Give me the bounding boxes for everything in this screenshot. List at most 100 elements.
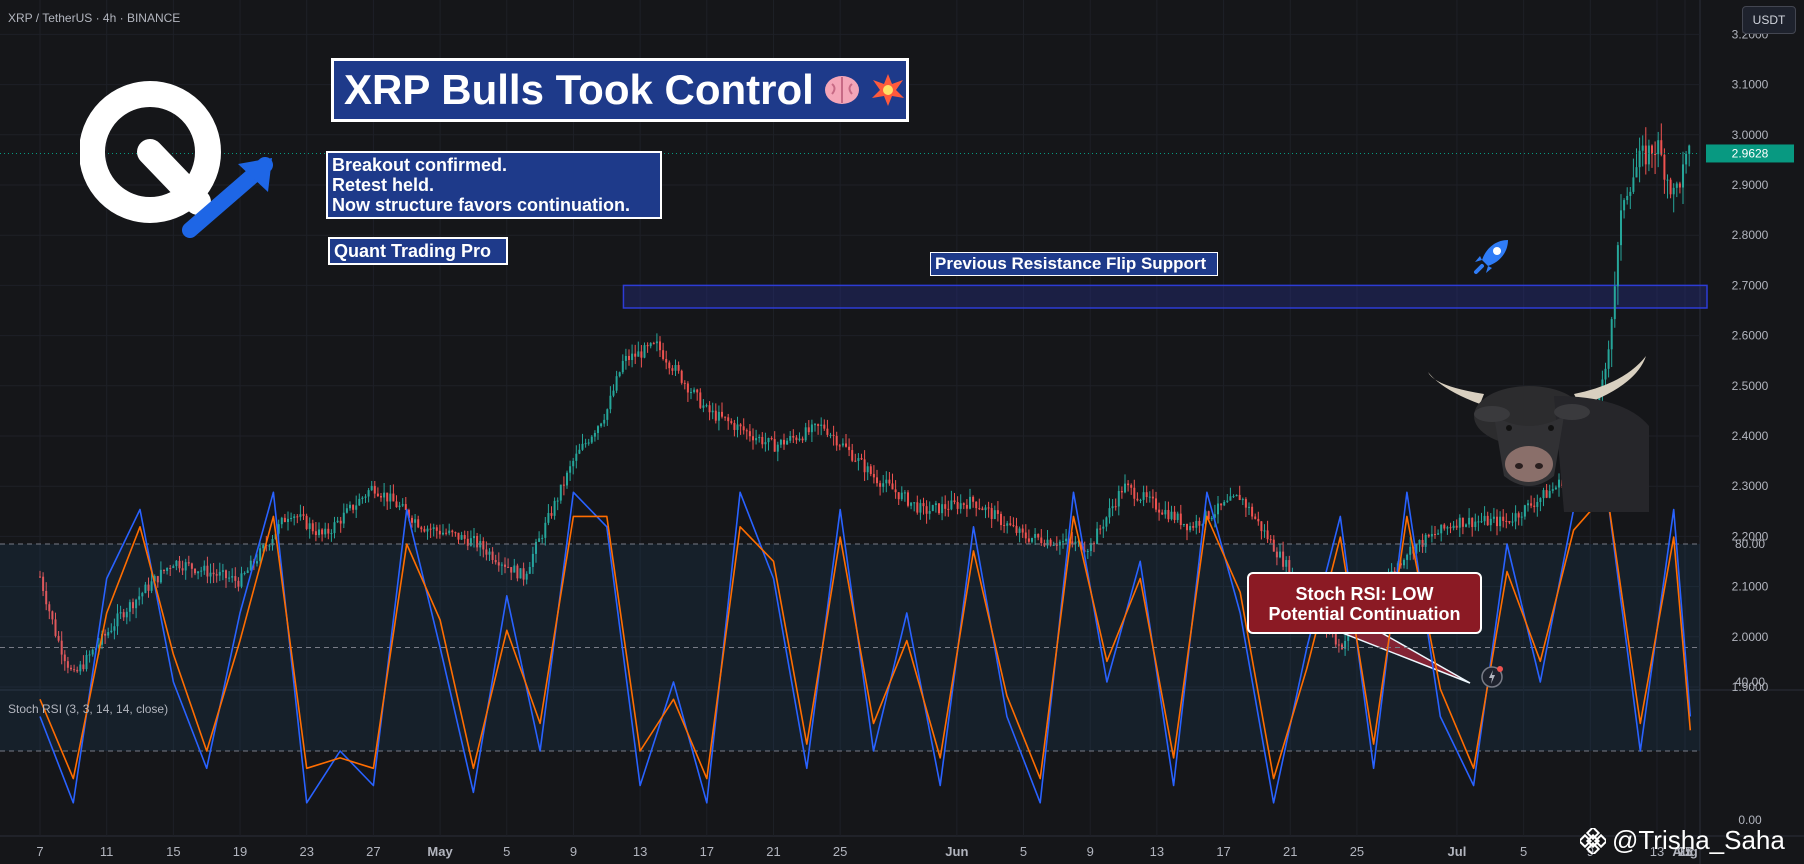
- candle-body: [479, 541, 482, 548]
- candle-body: [1626, 195, 1629, 201]
- candle-body: [184, 562, 187, 571]
- candle-body: [203, 565, 206, 571]
- callout-line-2: Potential Continuation: [1268, 604, 1461, 624]
- y-tick-label: 2.0000: [1732, 630, 1769, 644]
- candle-body: [150, 581, 153, 591]
- candle-body: [336, 520, 339, 523]
- candle-body: [364, 496, 367, 498]
- x-tick-label: 21: [766, 844, 780, 859]
- candle-body: [1006, 523, 1009, 526]
- candle-body: [1647, 145, 1650, 165]
- candle-body: [1285, 560, 1288, 567]
- candle-body: [1468, 517, 1471, 525]
- candle-body: [913, 502, 916, 504]
- candle-body: [1644, 145, 1647, 165]
- candle-body: [57, 635, 60, 641]
- y-tick-label: 2.9000: [1732, 178, 1769, 192]
- chart-title: XRP Bulls Took Control: [331, 58, 909, 122]
- candle-body: [566, 472, 568, 486]
- candle-body: [485, 549, 488, 555]
- candle-body: [838, 445, 841, 447]
- currency-button[interactable]: USDT: [1742, 6, 1796, 34]
- candle-body: [445, 532, 448, 534]
- candle-body: [848, 446, 851, 451]
- candle-body: [426, 528, 429, 532]
- candle-body: [1486, 515, 1489, 526]
- candle-body: [1465, 524, 1467, 527]
- candle-body: [987, 507, 990, 509]
- candle-body: [677, 365, 680, 371]
- candle-body: [218, 571, 221, 576]
- candle-body: [259, 548, 262, 562]
- candle-body: [1037, 534, 1040, 538]
- candle-body: [1620, 210, 1622, 246]
- candle-body: [1558, 479, 1560, 488]
- candle-body: [187, 562, 190, 564]
- candle-body: [643, 345, 646, 358]
- candle-body: [962, 503, 965, 505]
- candle-body: [308, 523, 311, 529]
- candle-body: [60, 640, 63, 655]
- candle-body: [721, 411, 723, 417]
- candle-body: [938, 503, 940, 514]
- candle-body: [190, 563, 193, 569]
- candle-body: [547, 513, 550, 523]
- candle-body: [1663, 154, 1666, 180]
- candle-body: [249, 560, 252, 571]
- candle-body: [454, 532, 457, 534]
- candle-body: [674, 365, 677, 371]
- candle-body: [1207, 511, 1210, 520]
- candle-body: [411, 517, 413, 523]
- candle-body: [1607, 349, 1610, 369]
- candle-body: [104, 633, 107, 636]
- explosion-icon: [870, 72, 906, 108]
- candle-body: [1471, 517, 1474, 528]
- watermark-text: @Trisha_Saha: [1612, 825, 1785, 855]
- candle-body: [1678, 183, 1681, 188]
- candle-body: [386, 492, 389, 502]
- candle-body: [941, 504, 944, 514]
- candle-body: [1660, 140, 1663, 155]
- candle-body: [1223, 501, 1226, 506]
- candle-body: [231, 576, 234, 578]
- candle-body: [1049, 539, 1052, 546]
- candle-body: [299, 514, 302, 517]
- candle-body: [1424, 534, 1427, 547]
- candle-body: [1654, 153, 1657, 155]
- candle-body: [1120, 491, 1123, 493]
- candle-body: [1260, 521, 1263, 532]
- candle-body: [1341, 644, 1343, 649]
- candle-body: [696, 389, 699, 393]
- candle-body: [156, 576, 159, 583]
- candle-body: [1058, 541, 1061, 546]
- candle-body: [550, 513, 553, 516]
- y-tick-label: 1.9000: [1732, 680, 1769, 694]
- candle-body: [504, 564, 506, 567]
- candle-body: [928, 510, 931, 514]
- candle-body: [349, 504, 351, 509]
- candle-body: [82, 664, 85, 670]
- candle-body: [776, 444, 779, 452]
- candle-body: [1282, 551, 1285, 567]
- candle-body: [1139, 499, 1142, 501]
- candle-body: [1275, 551, 1278, 558]
- candle-body: [1672, 187, 1675, 195]
- x-tick-label: 21: [1678, 844, 1692, 859]
- candle-body: [1248, 506, 1250, 508]
- candle-body: [810, 424, 813, 433]
- candle-body: [1179, 513, 1182, 526]
- candle-body: [783, 439, 785, 445]
- x-tick-label: 7: [36, 844, 43, 859]
- alert-icon[interactable]: [1480, 663, 1506, 689]
- y-tick-label: 2.2000: [1732, 529, 1769, 543]
- candle-body: [1124, 483, 1126, 493]
- candle-body: [528, 566, 531, 574]
- x-tick-label: 9: [1087, 844, 1094, 859]
- candle-body: [569, 466, 572, 473]
- candle-body: [544, 522, 547, 538]
- watermark: @Trisha_Saha: [1580, 825, 1785, 856]
- candle-body: [457, 532, 460, 540]
- candle-body: [1018, 528, 1021, 533]
- candle-body: [175, 560, 178, 567]
- candle-body: [755, 438, 758, 441]
